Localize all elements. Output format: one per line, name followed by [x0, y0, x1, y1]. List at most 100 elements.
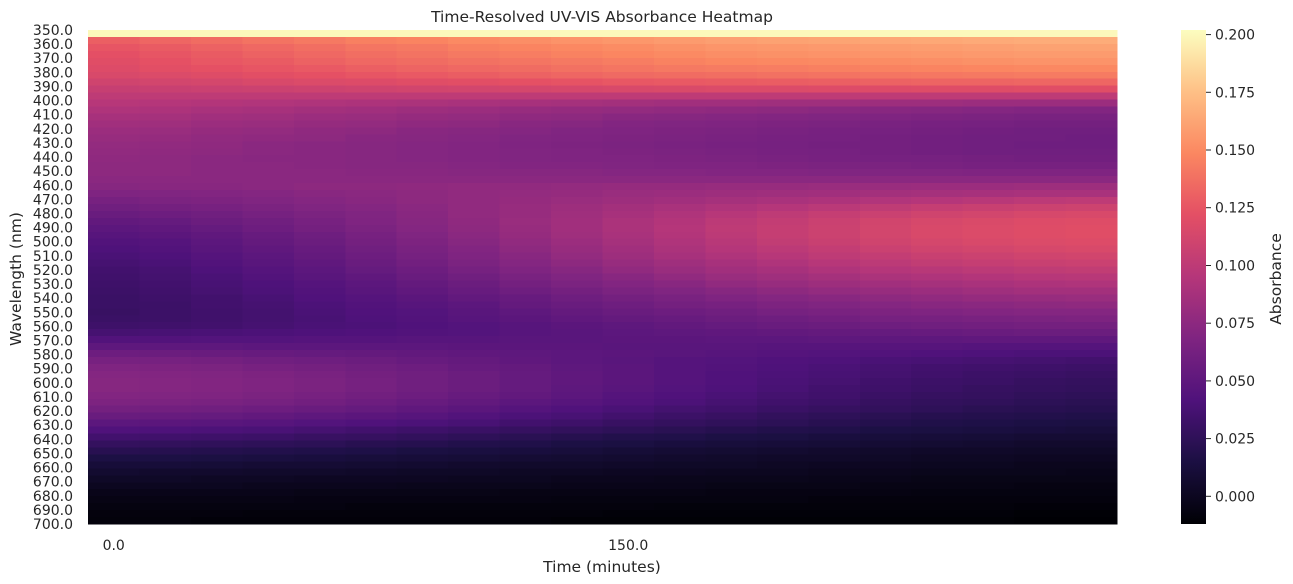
heatmap-cell	[962, 36, 1015, 45]
heatmap-cell	[1014, 489, 1067, 497]
heatmap-cell	[242, 57, 295, 66]
heatmap-cell	[859, 252, 912, 261]
heatmap-cell	[705, 259, 758, 268]
heatmap-cell	[88, 273, 141, 282]
heatmap-cell	[293, 162, 346, 170]
heatmap-cell	[396, 363, 449, 372]
heatmap-cell	[653, 412, 706, 421]
heatmap-cell	[653, 377, 706, 386]
heatmap-cell	[551, 287, 604, 295]
heatmap-cell	[1065, 203, 1118, 212]
heatmap-cell	[911, 405, 964, 414]
heatmap-cell	[396, 343, 449, 351]
heatmap-cell	[1014, 384, 1067, 393]
heatmap-cell	[139, 231, 192, 240]
heatmap-cell	[396, 510, 449, 518]
heatmap-cell	[242, 315, 295, 323]
heatmap-cell	[88, 245, 141, 254]
heatmap-cell	[448, 357, 501, 365]
heatmap-cell	[190, 113, 243, 122]
heatmap-cell	[551, 266, 604, 275]
heatmap-cell	[499, 245, 552, 254]
heatmap-cell	[808, 322, 861, 330]
heatmap-cell	[962, 322, 1015, 330]
heatmap-cell	[705, 99, 758, 108]
heatmap-cell	[602, 210, 655, 219]
heatmap-cell	[756, 503, 809, 511]
heatmap-cell	[602, 350, 655, 358]
heatmap-cell	[602, 99, 655, 108]
heatmap-cell	[1014, 440, 1067, 449]
heatmap-cell	[653, 238, 706, 247]
heatmap-cell	[88, 336, 141, 344]
heatmap-cell	[551, 308, 604, 316]
heatmap-cell	[242, 329, 295, 337]
y-tick-label: 600.0	[33, 376, 73, 392]
heatmap-cell	[808, 357, 861, 365]
heatmap-cell	[448, 134, 501, 142]
heatmap-cell	[190, 294, 243, 302]
heatmap-cell	[808, 162, 861, 170]
heatmap-cell	[1014, 517, 1067, 525]
heatmap-cell	[448, 252, 501, 261]
heatmap-cell	[396, 391, 449, 400]
heatmap-cell	[808, 273, 861, 282]
heatmap-cell	[1065, 419, 1118, 428]
heatmap-cell	[139, 398, 192, 407]
heatmap-cell	[396, 99, 449, 108]
heatmap-cell	[1014, 71, 1067, 80]
heatmap-cell	[293, 203, 346, 212]
heatmap-cell	[448, 85, 501, 94]
heatmap-cell	[911, 30, 964, 38]
heatmap-cell	[293, 30, 346, 38]
heatmap-cell	[139, 517, 192, 525]
heatmap-cell	[962, 30, 1015, 38]
heatmap-cell	[602, 489, 655, 497]
heatmap-cell	[705, 210, 758, 219]
heatmap-cell	[396, 176, 449, 184]
heatmap-cell	[602, 106, 655, 115]
heatmap-cell	[242, 203, 295, 212]
heatmap-cell	[653, 148, 706, 156]
heatmap-cell	[1014, 113, 1067, 122]
heatmap-cell	[499, 78, 552, 87]
heatmap-cell	[756, 190, 809, 198]
heatmap-cell	[242, 252, 295, 261]
heatmap-cell	[293, 405, 346, 414]
heatmap-cell	[551, 71, 604, 80]
heatmap-cell	[293, 440, 346, 449]
heatmap-cell	[962, 336, 1015, 344]
heatmap-cell	[653, 78, 706, 87]
y-tick-label: 650.0	[33, 446, 73, 462]
heatmap-cell	[499, 99, 552, 108]
heatmap-cell	[756, 461, 809, 469]
heatmap-cell	[1065, 127, 1118, 135]
heatmap-cell	[1065, 92, 1118, 101]
heatmap-cell	[190, 280, 243, 289]
heatmap-cell	[808, 231, 861, 240]
heatmap-cell	[88, 370, 141, 379]
heatmap-cell	[653, 343, 706, 351]
heatmap-cell	[551, 357, 604, 365]
heatmap-cell	[190, 510, 243, 518]
heatmap-cell	[859, 357, 912, 365]
heatmap-cell	[551, 92, 604, 101]
heatmap-cell	[962, 454, 1015, 462]
heatmap-cell	[1014, 106, 1067, 115]
heatmap-cell	[859, 113, 912, 122]
heatmap-cell	[139, 71, 192, 80]
heatmap-cell	[705, 315, 758, 323]
heatmap-cell	[808, 245, 861, 254]
heatmap-cell	[190, 363, 243, 372]
heatmap-cell	[859, 336, 912, 344]
heatmap-cell	[705, 155, 758, 163]
heatmap-cell	[962, 517, 1015, 525]
heatmap-cell	[808, 496, 861, 504]
heatmap-cell	[705, 329, 758, 337]
heatmap-cell	[1065, 433, 1118, 442]
heatmap-cell	[1065, 238, 1118, 247]
heatmap-cell	[499, 315, 552, 323]
heatmap-cell	[242, 384, 295, 393]
heatmap-cell	[499, 43, 552, 52]
heatmap-cell	[756, 433, 809, 442]
